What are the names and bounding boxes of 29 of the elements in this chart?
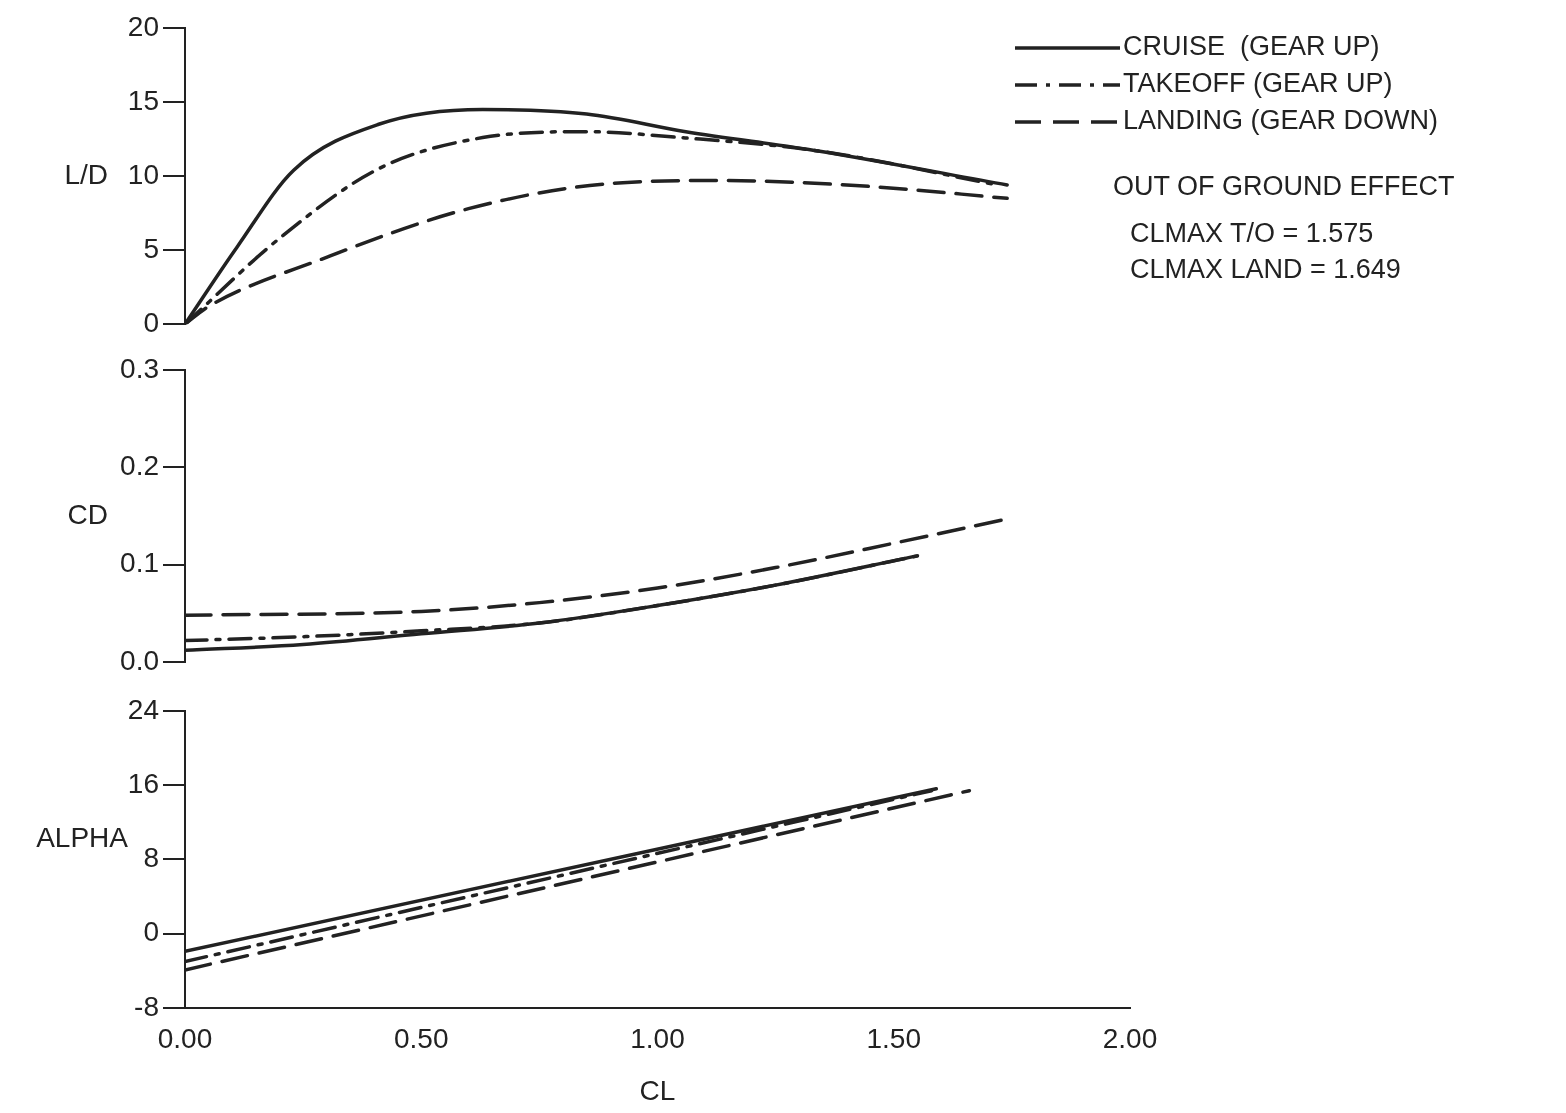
x-tick-label: 0.00 (157, 1022, 213, 1054)
y-tick-label: 0 (143, 916, 159, 948)
x-tick-label: 1.00 (630, 1022, 685, 1054)
y-tick-label: 0.3 (120, 352, 159, 384)
y-tick-label: 15 (127, 84, 159, 116)
y-axis-title: CD (67, 498, 108, 530)
y-tick-label: 5 (143, 232, 159, 264)
y-axis-title: ALPHA (36, 822, 129, 854)
annotation: CLMAX T/O = 1.575 (1130, 218, 1374, 249)
y-tick-label: 8 (143, 842, 159, 874)
y-tick-label: 10 (127, 158, 159, 190)
legend-label: CRUISE (GEAR UP) (1123, 31, 1380, 62)
y-tick-label: 24 (127, 693, 159, 725)
legend-label: TAKEOFF (GEAR UP) (1123, 68, 1393, 99)
x-tick-label: 0.50 (394, 1022, 449, 1054)
y-axis-title: L/D (64, 158, 108, 190)
x-tick-label: 2.00 (1102, 1022, 1158, 1054)
y-tick-label: 0 (143, 306, 159, 338)
y-tick-label: 0.2 (120, 450, 159, 482)
legend-label: LANDING (GEAR DOWN) (1123, 105, 1439, 136)
x-tick-label: 1.50 (866, 1022, 921, 1054)
y-tick-label: -8 (134, 990, 159, 1022)
x-axis-title: CL (639, 1074, 676, 1106)
y-tick-label: 0.1 (120, 547, 159, 579)
annotation: CLMAX LAND = 1.649 (1130, 254, 1401, 285)
annotation: OUT OF GROUND EFFECT (1113, 171, 1455, 202)
y-tick-label: 20 (127, 10, 159, 42)
y-tick-label: 16 (127, 767, 159, 799)
y-tick-label: 0.0 (120, 644, 159, 676)
